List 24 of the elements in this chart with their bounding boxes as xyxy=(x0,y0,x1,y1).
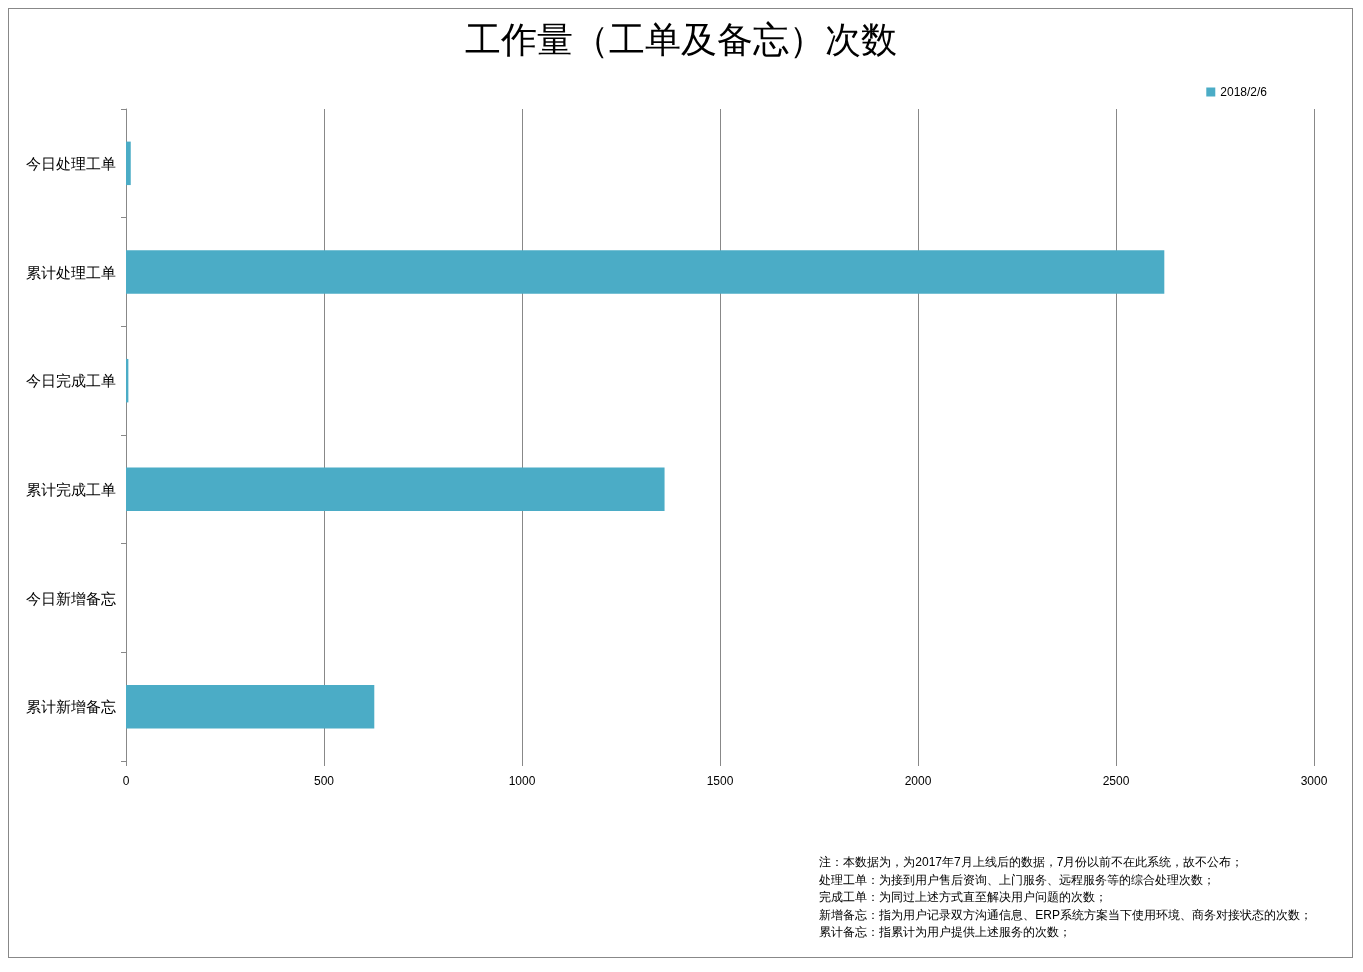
y-tick-label: 累计处理工单 xyxy=(26,263,116,281)
text: 注：本数据为，为2017年7月上线后的数据，7月份以前不在此系统，故不公布； xyxy=(819,855,1244,870)
x-tick-label: 1000 xyxy=(508,774,536,788)
y-tick-label: 今日新增备忘 xyxy=(26,589,116,607)
x-tick-label: 2500 xyxy=(1102,774,1130,788)
x-tick-label: 0 xyxy=(122,774,130,788)
text: 新增备忘：指为用户记录双方沟通信息、ERP系统方案当下使用环境、商务对接状态的次数； xyxy=(819,907,1313,922)
bar xyxy=(126,141,131,186)
bar xyxy=(126,250,1165,294)
y-tick-label: 今日处理工单 xyxy=(26,154,116,172)
x-tick-label: 500 xyxy=(313,774,335,788)
y-tick-label: 累计完成工单 xyxy=(26,480,116,498)
legend-label: 2018/2/6 xyxy=(1220,85,1268,99)
text: 完成工单：为同过上述方式直至解决用户问题的次数； xyxy=(819,890,1108,905)
y-tick-label: 累计新增备忘 xyxy=(26,698,116,716)
bar xyxy=(126,467,665,512)
text: 处理工单：为接到用户售后资询、上门服务、远程服务等的综合处理次数； xyxy=(819,872,1216,887)
chart-title: 工作量（工单及备忘）次数 xyxy=(464,20,897,60)
text: 累计备忘：指累计为用户提供上述服务的次数； xyxy=(819,925,1072,940)
x-tick-label: 3000 xyxy=(1300,774,1328,788)
y-tick-label: 今日完成工单 xyxy=(26,372,116,390)
x-tick-label: 2000 xyxy=(904,774,932,788)
bar xyxy=(126,684,375,729)
x-tick-label: 1500 xyxy=(706,774,734,788)
